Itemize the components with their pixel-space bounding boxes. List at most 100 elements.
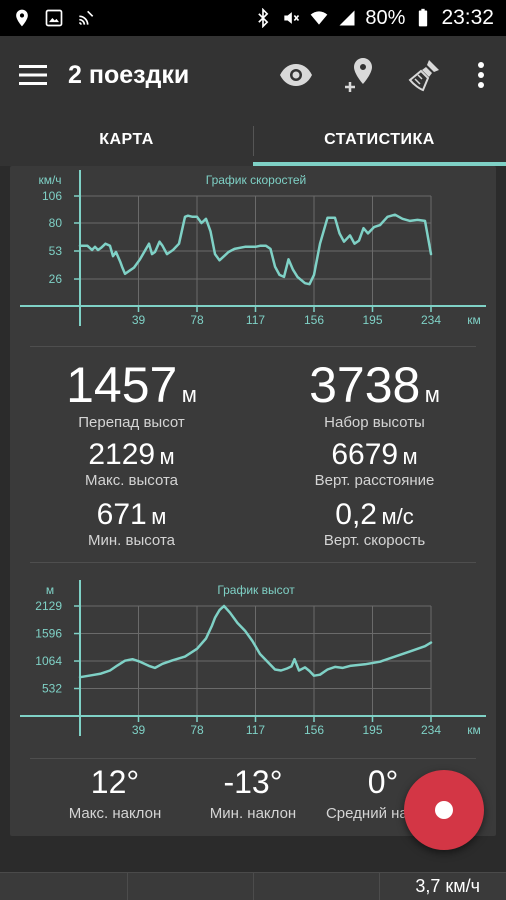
x-tick-label: 78 [190,313,204,327]
x-tick-label: 39 [132,723,146,737]
tab-map[interactable]: КАРТА [99,131,154,148]
y-tick-label: 1064 [35,654,62,668]
tab-divider [253,126,254,156]
statistics-card: График скоростей км/ч км 39 78 117 156 195 234 10… [10,166,496,836]
y-tick-label: 2129 [35,599,62,613]
series-line [78,213,433,286]
x-tick-label: 234 [421,723,441,737]
stat-unit: м [181,382,197,407]
stat-min-altitude: 671 м Мин. высота [10,498,253,549]
y-axis-label: км/ч [38,173,61,187]
stat-value: 3738 [309,357,421,413]
image-icon [44,8,64,28]
divider [30,758,476,759]
x-tick-label: 195 [362,723,382,737]
current-speed: 3,7 км/ч [415,876,480,896]
clean-button[interactable] [392,36,456,114]
stat-value: 0,2 [335,498,377,531]
stat-ascent: 3738 м Набор высоты [253,356,496,431]
altitude-chart: График высот м км 39 78 117 156 195 234 2129 1596 1… [10,576,496,746]
bluetooth-icon [253,8,273,28]
clean-icon [408,60,439,92]
x-tick-label: 117 [246,313,265,327]
info-cell [128,873,254,900]
cast-icon [76,8,96,28]
add-place-button[interactable] [328,36,392,114]
stat-unit: м [424,382,440,407]
x-tick-label: 234 [421,313,441,327]
app-bar: 2 поездки [0,36,506,114]
stat-value: 671 [96,498,147,531]
bottom-info-bar: 3,7 км/ч [0,872,506,900]
wifi-icon [309,8,329,28]
mute-icon [281,8,301,28]
stat-value: 0° [367,764,399,800]
y-tick-label: 1596 [35,627,62,641]
stat-unit: м [151,504,167,529]
status-bar: 80% 23:32 [0,0,506,36]
add-place-icon [345,58,372,92]
stat-min-slope: -13° Мин. наклон [148,764,358,822]
x-tick-label: 156 [304,723,324,737]
stat-max-slope: 12° Макс. наклон [10,764,220,822]
signal-icon [337,8,357,28]
more-button[interactable] [456,36,506,114]
chart-title: График высот [217,583,295,597]
series-line [78,604,433,679]
battery-percent: 80% [365,6,406,29]
stat-label: Верт. расстояние [314,472,435,489]
stat-unit: м [402,444,418,469]
tab-statistics[interactable]: СТАТИСТИКА [253,114,506,166]
stat-label: Макс. наклон [68,805,162,822]
y-tick-label: 106 [42,189,62,203]
speed-chart: График скоростей км/ч км 39 78 117 156 195 234 10… [10,166,496,336]
info-cell [254,873,380,900]
stat-max-altitude: 2129 м Макс. высота [10,438,253,489]
battery-icon [413,8,433,28]
x-tick-label: 195 [362,313,382,327]
stat-label: Верт. скорость [323,532,426,549]
location-icon [12,8,32,28]
stat-altitude-diff: 1457 м Перепад высот [10,356,253,431]
x-axis-label: км [467,313,481,327]
stat-unit: м/с [381,504,414,529]
stat-unit: м [159,444,175,469]
stat-label: Набор высоты [324,414,425,431]
y-axis-label: м [46,583,54,597]
x-tick-label: 39 [132,313,146,327]
eye-icon [280,64,312,86]
stat-label: Мин. наклон [209,805,297,822]
stat-label: Перепад высот [78,414,185,431]
chart-title: График скоростей [206,173,306,187]
tab-bar: КАРТА СТАТИСТИКА [0,114,506,166]
stat-vertical-distance: 6679 м Верт. расстояние [253,438,496,489]
stat-vertical-speed: 0,2 м/с Верт. скорость [253,498,496,549]
x-axis-label: км [467,723,481,737]
stat-value: -13° [223,764,283,800]
stat-value: 2129 [88,438,156,471]
menu-icon [19,65,47,85]
y-tick-label: 53 [49,244,63,258]
x-tick-label: 156 [304,313,324,327]
speed-chart-svg: График скоростей км/ч км 39 78 117 156 195 234 10… [20,170,486,327]
altitude-chart-svg: График высот м км 39 78 117 156 195 234 2129 1596 1… [20,580,486,737]
record-button[interactable] [404,770,484,850]
eye-button[interactable] [264,36,328,114]
y-tick-label: 26 [49,272,63,286]
stat-label: Макс. высота [84,472,179,489]
clock: 23:32 [441,6,494,29]
divider [30,562,476,563]
info-cell [0,873,128,900]
stat-value: 1457 [66,357,178,413]
record-icon [435,801,453,819]
stat-value: 6679 [331,438,399,471]
divider [30,346,476,347]
page-title: 2 поездки [68,60,190,89]
x-tick-label: 78 [190,723,204,737]
stat-value: 12° [90,764,140,800]
stat-label: Мин. высота [88,532,175,549]
more-vert-icon [478,62,484,88]
x-tick-label: 117 [246,723,265,737]
y-tick-label: 532 [42,682,62,696]
menu-button[interactable] [0,36,66,114]
